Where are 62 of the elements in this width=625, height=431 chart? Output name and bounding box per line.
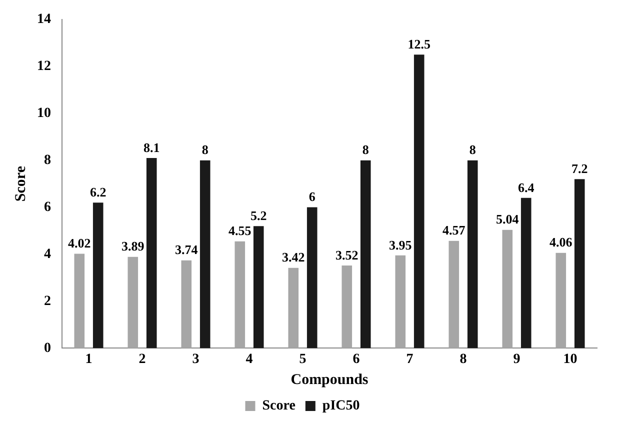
data-label: 3.52	[336, 247, 358, 262]
bar	[200, 160, 210, 348]
data-label: 5.2	[250, 208, 267, 223]
bar	[395, 255, 406, 348]
bar	[128, 256, 138, 348]
data-label: 4.55	[228, 223, 252, 238]
bar	[360, 160, 371, 348]
data-label: 6	[308, 189, 316, 204]
bar	[414, 54, 424, 348]
data-label: 4.57	[442, 222, 466, 238]
bar	[146, 158, 157, 348]
data-label: 3.42	[282, 250, 305, 265]
y-tick-label: 2	[44, 294, 51, 309]
bar	[342, 266, 352, 348]
data-label: 7.2	[571, 160, 588, 176]
x-tick-label: 9	[513, 352, 520, 368]
x-tick-label: 10	[563, 352, 578, 368]
bar	[502, 230, 513, 348]
bar	[448, 240, 460, 348]
data-label: 3.74	[175, 242, 198, 258]
x-tick-label: 1	[85, 352, 92, 368]
data-label: 6.4	[518, 180, 535, 195]
y-tick-label: 10	[37, 106, 51, 121]
data-label: 8	[469, 142, 476, 158]
y-axis-title: Score	[12, 166, 29, 202]
bar	[74, 254, 85, 348]
legend-label: pIC50	[322, 398, 360, 414]
x-tick-label: 3	[192, 352, 200, 368]
data-label: 4.02	[68, 236, 91, 251]
bar	[306, 207, 318, 348]
y-tick-label: 4	[44, 246, 51, 262]
y-tick-label: 12	[37, 58, 51, 74]
data-label: 3.95	[389, 237, 412, 252]
bar	[181, 260, 192, 348]
bar	[520, 198, 532, 348]
data-label: 8	[202, 142, 209, 158]
x-tick-label: 8	[460, 352, 467, 368]
data-label: 8	[362, 142, 370, 158]
bar	[92, 202, 104, 348]
bar	[234, 241, 246, 348]
bar	[556, 252, 566, 348]
data-label: 6.2	[90, 184, 106, 200]
data-label: 5.04	[496, 212, 520, 227]
x-axis-title: Compounds	[290, 372, 368, 388]
data-label: 3.89	[122, 238, 145, 254]
y-tick-label: 6	[44, 200, 51, 215]
y-tick-label: 8	[44, 152, 51, 168]
legend-label: Score	[262, 398, 296, 414]
bar	[467, 160, 478, 348]
x-tick-label: 4	[246, 352, 253, 368]
bar	[288, 268, 299, 348]
x-tick-label: 5	[299, 352, 306, 368]
data-label: 8.1	[143, 140, 160, 155]
data-label: 4.06	[550, 234, 573, 250]
x-tick-label: 6	[352, 352, 360, 368]
x-tick-label: 2	[138, 352, 146, 368]
x-tick-label: 7	[406, 352, 414, 368]
y-tick-label: 0	[44, 340, 51, 356]
y-tick-label: 14	[37, 12, 51, 28]
bar	[574, 179, 585, 348]
data-label: 12.5	[408, 36, 431, 52]
bar	[253, 226, 264, 348]
